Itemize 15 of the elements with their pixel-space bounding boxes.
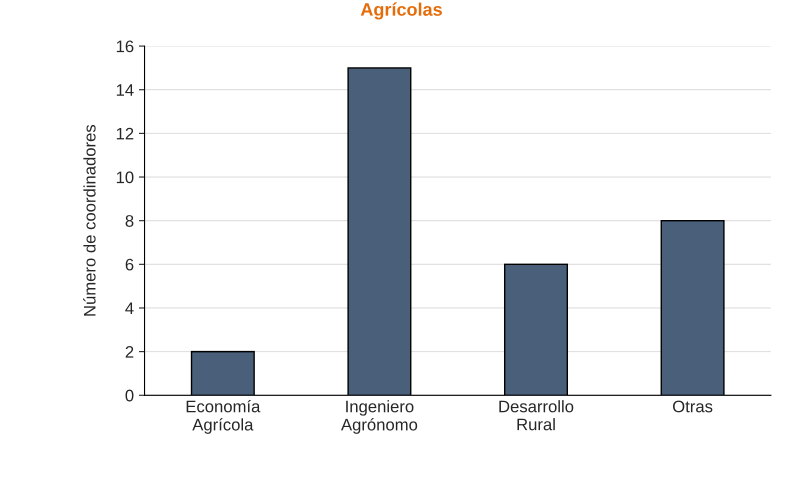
x-tick-label: Economía Agrícola (186, 400, 260, 434)
y-tick-label: 14 (116, 84, 134, 96)
y-tick-label: 4 (125, 302, 134, 314)
y-tick-label: 10 (116, 171, 134, 184)
y-axis-title: Número de coordinadores (83, 124, 96, 316)
y-tick-label: 6 (126, 258, 134, 271)
y-tick-label: 2 (126, 346, 134, 358)
y-tick-label: 16 (116, 40, 134, 52)
x-tick-label: Desarrollo Rural (499, 400, 574, 430)
y-tick-label: 12 (116, 128, 134, 140)
x-tick-label: Otras (673, 400, 712, 412)
y-tick-label: 0 (126, 390, 134, 402)
chart-title: Agrícolas (360, 2, 442, 20)
x-tick-label: Ingeniero Agrónomo (341, 400, 418, 434)
y-tick-label: 8 (126, 215, 134, 227)
